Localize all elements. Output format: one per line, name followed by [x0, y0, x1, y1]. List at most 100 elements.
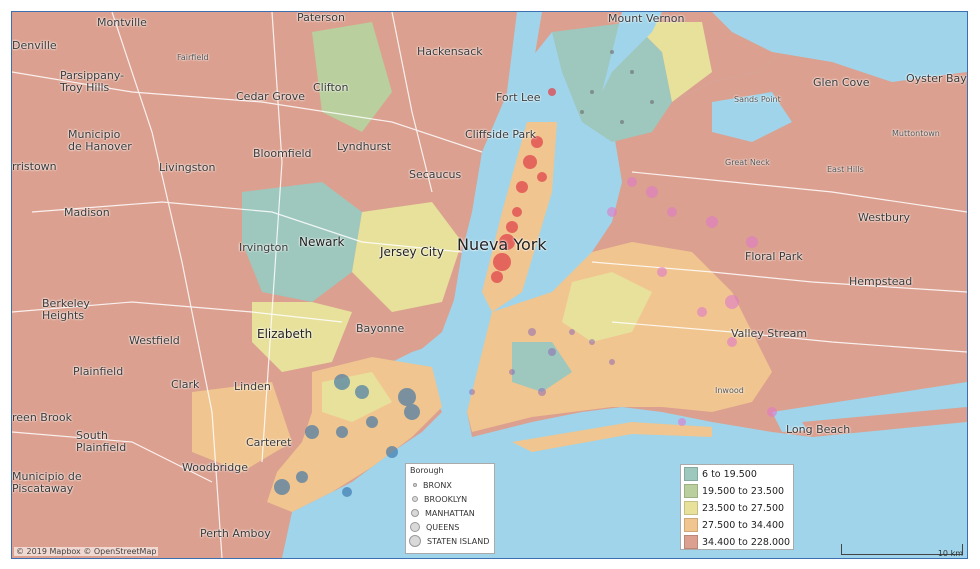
income-legend-item[interactable]: 23.500 to 27.500 [681, 500, 793, 516]
district-rockaway [512, 422, 712, 452]
label-parsippany: Parsippany- [60, 69, 125, 82]
income-legend-item[interactable]: 19.500 to 23.500 [681, 483, 793, 499]
income-legend-item[interactable]: 27.500 to 34.400 [681, 517, 793, 533]
long-island-sound [602, 12, 662, 92]
scale-bar [841, 544, 963, 555]
label-westfield: Westfield [129, 334, 180, 347]
label-madison: Madison [64, 206, 110, 219]
label-perth-amboy: Perth Amboy [200, 527, 271, 540]
label-bayonne: Bayonne [356, 322, 405, 335]
label-hackensack: Hackensack [417, 45, 483, 58]
income-legend-item[interactable]: 34.400 to 228.000 [681, 534, 793, 550]
manhasset-bay [712, 92, 792, 142]
label-inwood: Inwood [715, 386, 744, 395]
district-jersey-city [352, 202, 462, 312]
label-secaucus: Secaucus [409, 168, 462, 181]
label-piscataway-2: Piscataway [12, 482, 74, 495]
label-bloomfield: Bloomfield [253, 147, 312, 160]
color-swatch [684, 501, 698, 515]
income-legend-label: 23.500 to 27.500 [702, 502, 785, 514]
label-clark: Clark [171, 378, 200, 391]
income-legend-label: 6 to 19.500 [702, 468, 757, 480]
label-troy-hills: Troy Hills [60, 81, 110, 94]
label-jersey-city: Jersey City [380, 245, 444, 259]
points-manhattan [491, 88, 556, 283]
borough-legend-label: QUEENS [426, 522, 460, 532]
label-cedar-grove: Cedar Grove [236, 90, 306, 103]
size-dot-icon [413, 483, 417, 487]
map-attribution[interactable]: © 2019 Mapbox © OpenStreetMap [14, 547, 159, 556]
borough-legend-item-staten-island[interactable]: STATEN ISLAND [409, 534, 490, 548]
borough-legend-label: BROOKLYN [424, 494, 468, 504]
label-fairfield: Fairfield [177, 53, 209, 62]
label-nueva-york: Nueva York [457, 235, 547, 254]
south-bays [772, 382, 967, 432]
borough-legend-item-manhattan[interactable]: MANHATTAN [410, 506, 475, 520]
label-long-beach: Long Beach [786, 423, 851, 436]
label-elizabeth: Elizabeth [257, 327, 313, 341]
district-bronx-east [632, 22, 712, 102]
color-swatch [684, 467, 698, 481]
label-valley-stream: Valley Stream [731, 327, 808, 340]
label-woodbridge: Woodbridge [182, 461, 248, 474]
label-clifton: Clifton [313, 81, 349, 94]
choropleth-map[interactable] [12, 12, 967, 558]
label-hempstead: Hempstead [849, 275, 913, 288]
points-queens [607, 177, 777, 426]
label-morristown: rristown [12, 160, 57, 173]
hudson-river [412, 12, 542, 357]
income-legend-item[interactable]: 6 to 19.500 [681, 466, 793, 482]
color-swatch [684, 535, 698, 549]
label-oyster-bay: Oyster Bay [906, 72, 967, 85]
label-montville: Montville [97, 16, 147, 29]
sound-north [712, 12, 967, 82]
borough-legend-label: BRONX [423, 480, 452, 490]
label-paterson: Paterson [297, 11, 345, 24]
label-floral-park: Floral Park [745, 250, 803, 263]
label-mount-vernon: Mount Vernon [608, 12, 685, 25]
points-staten-island [274, 374, 420, 497]
label-great-neck: Great Neck [725, 158, 770, 167]
income-legend-label: 27.500 to 34.400 [702, 519, 785, 531]
borough-legend-label: STATEN ISLAND [427, 536, 490, 546]
size-dot-icon [409, 535, 421, 547]
district-paterson [312, 22, 392, 132]
district-queens-central [562, 272, 652, 342]
label-sands-point: Sands Point [734, 95, 781, 104]
label-south-plainfield-1: South [76, 429, 108, 442]
size-dot-icon [412, 496, 418, 502]
label-berkeley-2: Heights [42, 309, 85, 322]
points-bronx [580, 50, 654, 124]
label-municipio-hanover-1: Municipio [68, 128, 121, 141]
label-south-plainfield-2: Plainfield [76, 441, 127, 454]
borough-legend-item-brooklyn[interactable]: BROOKLYN [410, 492, 467, 506]
label-green-brook: reen Brook [12, 411, 72, 424]
label-linden: Linden [234, 380, 271, 393]
district-linden [192, 382, 292, 472]
label-irvington: Irvington [239, 241, 289, 254]
district-brooklyn-north [512, 342, 572, 392]
label-municipio-hanover-2: de Hanover [68, 140, 132, 153]
label-westbury: Westbury [858, 211, 911, 224]
label-fort-lee: Fort Lee [496, 91, 541, 104]
borough-legend: Borough BRONX BROOKLYN MANHATTAN QUEENS … [405, 463, 495, 554]
label-plainfield: Plainfield [73, 365, 124, 378]
borough-legend-title: Borough [410, 466, 444, 475]
label-berkeley-1: Berkeley [42, 297, 90, 310]
color-swatch [684, 518, 698, 532]
scale-label: 10 km [937, 549, 963, 558]
label-glen-cove: Glen Cove [813, 76, 870, 89]
long-beach-strip [802, 407, 967, 437]
label-cliffside-park: Cliffside Park [465, 128, 537, 141]
borough-legend-item-bronx[interactable]: BRONX [410, 478, 452, 492]
map-view[interactable]: Paterson Montville Denville Mount Vernon… [11, 11, 968, 559]
borough-legend-item-queens[interactable]: QUEENS [410, 520, 459, 534]
label-carteret: Carteret [246, 436, 292, 449]
size-dot-icon [411, 509, 419, 517]
label-denville: Denville [12, 39, 57, 52]
income-legend-label: 34.400 to 228.000 [702, 536, 791, 548]
color-swatch [684, 484, 698, 498]
points-brooklyn [469, 328, 615, 396]
label-east-hills: East Hills [827, 165, 864, 174]
district-elizabeth [252, 302, 352, 372]
